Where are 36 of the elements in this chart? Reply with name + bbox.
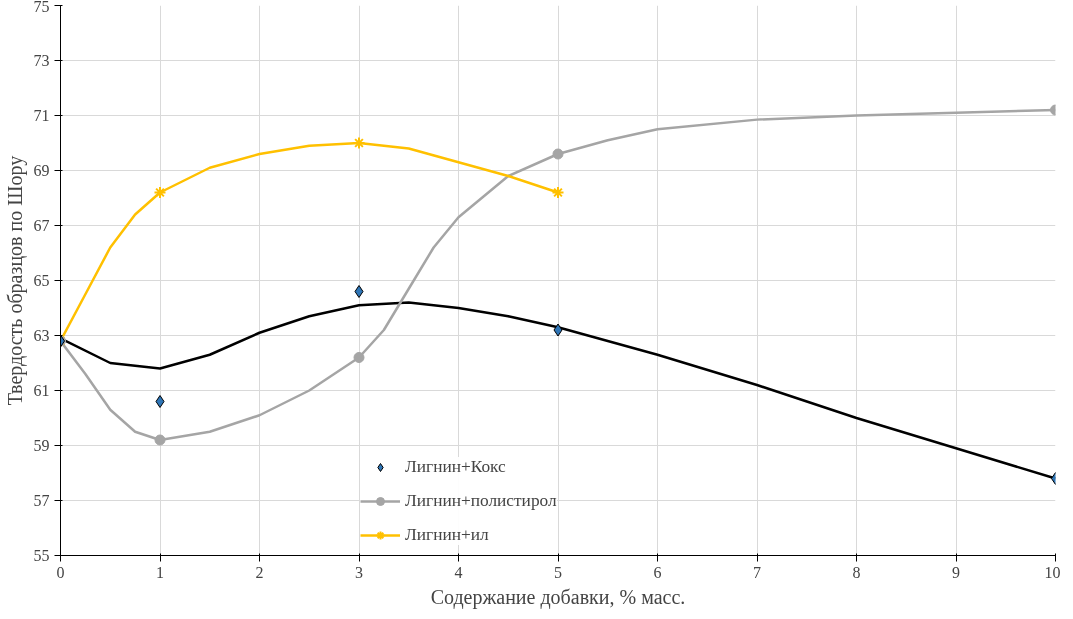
x-axis-title: Содержание добавки, % масс. (430, 585, 686, 609)
x-tick-label: 7 (753, 563, 761, 581)
legend-label: Лигнин+Кокс (405, 457, 506, 477)
point (553, 323, 563, 337)
x-tick-label: 6 (653, 563, 662, 581)
y-tick-label: 71 (33, 107, 50, 124)
x-tick-label: 8 (852, 563, 861, 581)
legend-label: Лигнин+полистирол (405, 491, 557, 511)
x-tick-label: 10 (1044, 563, 1061, 581)
y-tick-label: 69 (33, 162, 50, 179)
x-tick-label: 9 (952, 563, 960, 581)
y-axis-title: Твердость образцов по Шору (3, 155, 27, 406)
y-tick-label: 73 (33, 52, 50, 69)
y-tick-label: 67 (33, 217, 50, 234)
x-tick-label: 1 (156, 563, 164, 581)
point (551, 186, 565, 199)
x-tick-label: 2 (255, 563, 264, 581)
legend-label: Лигнин+ил (405, 525, 489, 545)
y-tick-label: 63 (33, 327, 50, 344)
x-tick-label: 4 (454, 563, 463, 581)
point (155, 395, 165, 408)
point (352, 136, 366, 150)
point (552, 148, 564, 160)
point (153, 186, 167, 199)
y-tick-label: 55 (33, 547, 50, 564)
x-tick-label: 0 (56, 563, 65, 581)
point (354, 285, 364, 298)
y-tick-label: 75 (33, 0, 50, 15)
y-tick-label: 57 (33, 492, 50, 509)
y-tick-label: 59 (33, 437, 50, 454)
y-tick-label: 61 (33, 382, 50, 399)
x-tick-label: 3 (355, 563, 363, 581)
point (353, 352, 365, 363)
y-tick-label: 65 (33, 272, 50, 289)
x-tick-label: 5 (554, 563, 562, 581)
point (154, 434, 166, 446)
